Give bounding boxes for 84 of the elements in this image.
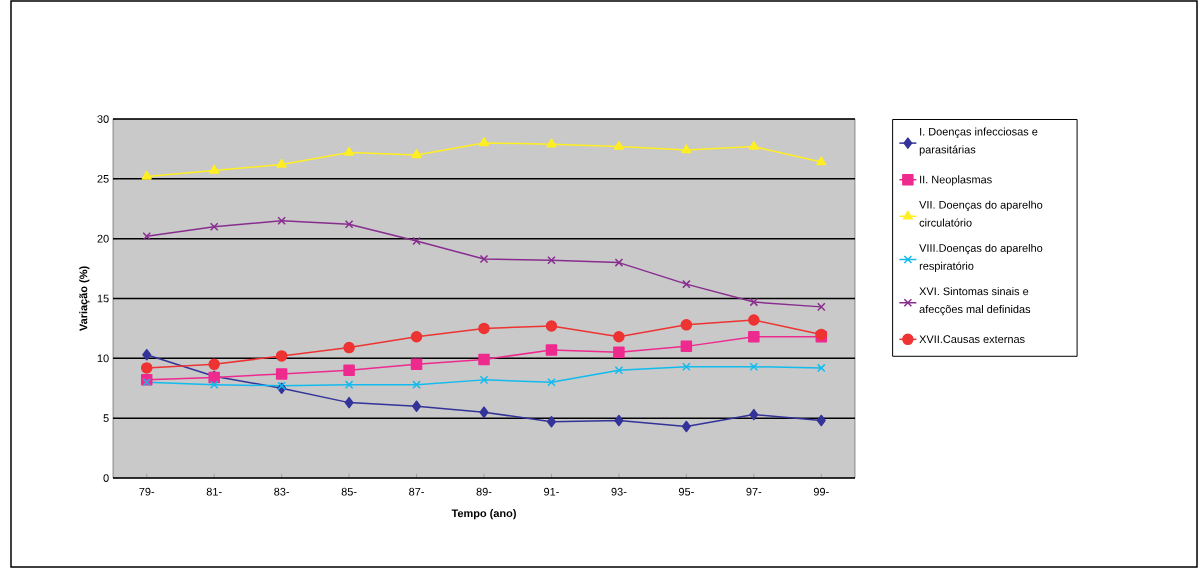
- point: [208, 358, 220, 371]
- point: [680, 340, 693, 353]
- point: [343, 364, 355, 377]
- legend-label: XVII.Causas externas: [919, 335, 1025, 344]
- legend-label: VII. Doenças do aparelho circulatório: [919, 200, 1043, 227]
- legend-label: I. Doenças infecciosas e parasitárias: [919, 127, 1038, 156]
- point: [141, 170, 152, 180]
- point: [546, 138, 557, 148]
- point: [817, 302, 826, 312]
- point: [613, 346, 625, 359]
- point: [344, 380, 354, 389]
- point: [411, 149, 422, 159]
- point: [412, 400, 422, 412]
- point: [478, 322, 490, 335]
- point: [412, 380, 421, 389]
- y-tick-label: 5: [103, 414, 109, 422]
- point: [142, 231, 152, 241]
- x-tick-label: 97-: [746, 487, 762, 496]
- point: [276, 158, 287, 168]
- y-tick-label: 20: [97, 234, 109, 243]
- legend-label: II. Neoplasmas: [920, 175, 992, 186]
- legend-label: XVI. Sintomas sinais e afecções mal definidas: [919, 287, 1031, 316]
- point: [748, 314, 760, 326]
- point: [209, 222, 219, 231]
- point: [614, 366, 624, 375]
- y-tick-label: 25: [97, 174, 109, 183]
- point: [749, 297, 759, 307]
- point: [275, 350, 288, 362]
- point: [209, 380, 219, 389]
- point: [749, 362, 759, 371]
- point: [547, 255, 556, 265]
- y-axis-title: Variação (%): [79, 266, 90, 332]
- legend-label: VIII.Doenças do aparelho respiratório: [919, 243, 1043, 273]
- y-tick-label: 10: [97, 354, 109, 363]
- point: [681, 420, 691, 433]
- x-tick-label: 79-: [139, 487, 155, 496]
- x-tick-label: 91-: [544, 487, 559, 496]
- x-tick-label: 99-: [813, 487, 829, 496]
- point: [613, 140, 624, 150]
- point: [681, 144, 692, 154]
- point: [277, 216, 286, 225]
- point: [614, 258, 624, 267]
- point: [275, 368, 288, 380]
- point: [545, 344, 558, 356]
- point: [816, 156, 827, 166]
- point: [547, 377, 556, 387]
- point: [410, 358, 423, 371]
- x-tick-label: 83-: [274, 487, 290, 496]
- point: [749, 408, 759, 421]
- y-tick-label: 15: [97, 294, 109, 303]
- point: [680, 319, 693, 331]
- point: [613, 331, 625, 343]
- y-tick-label: 0: [103, 474, 109, 482]
- x-tick-label: 81-: [206, 487, 222, 496]
- x-tick-label: 89-: [476, 487, 492, 496]
- x-tick-label: 93-: [611, 487, 627, 496]
- x-tick-label: 95-: [678, 487, 694, 496]
- point: [209, 164, 220, 174]
- point: [412, 236, 421, 246]
- point: [682, 362, 691, 371]
- point: [478, 137, 490, 147]
- point: [344, 220, 354, 229]
- point: [478, 353, 490, 366]
- point: [748, 331, 760, 343]
- x-tick-label: 85-: [341, 487, 357, 496]
- x-axis-title: Tempo (ano): [451, 509, 516, 520]
- point: [410, 331, 423, 343]
- point: [817, 363, 826, 373]
- point: [140, 362, 153, 374]
- point: [614, 414, 624, 427]
- point: [479, 406, 489, 418]
- point: [546, 416, 556, 428]
- x-tick-label: 87-: [409, 487, 424, 496]
- point: [748, 140, 759, 150]
- point: [344, 146, 355, 156]
- point: [816, 414, 826, 427]
- point: [142, 348, 152, 361]
- point: [545, 320, 558, 332]
- point: [344, 396, 354, 409]
- y-tick-label: 30: [97, 115, 109, 123]
- point: [479, 375, 489, 385]
- point: [479, 254, 489, 264]
- point: [682, 279, 691, 289]
- point: [343, 341, 355, 354]
